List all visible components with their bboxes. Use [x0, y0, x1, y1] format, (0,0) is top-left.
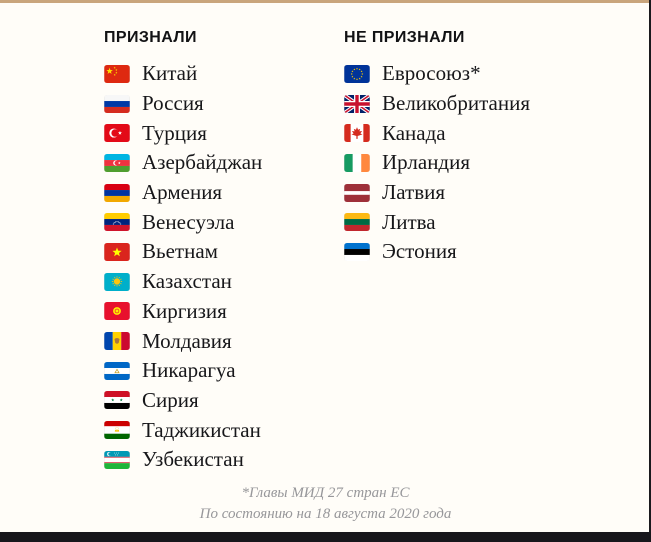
right-border-line: [649, 0, 651, 542]
list-item: Вьетнам: [104, 237, 262, 267]
flag-canada-icon: [344, 124, 370, 143]
country-label: Литва: [382, 209, 436, 234]
list-item: Киргизия: [104, 297, 262, 327]
country-label: Канада: [382, 120, 446, 145]
list-item: Молдавия: [104, 326, 262, 356]
country-label: Вьетнам: [142, 239, 218, 264]
list-item: Евросоюз*: [344, 59, 530, 89]
flag-tajikistan-icon: [104, 421, 130, 440]
flag-kazakhstan-icon: [104, 272, 130, 291]
flag-azerbaijan-icon: [104, 153, 130, 172]
country-label: Армения: [142, 180, 223, 205]
list-item: Ирландия: [344, 148, 530, 178]
flag-ireland-icon: [344, 153, 370, 172]
list-item: Казахстан: [104, 267, 262, 297]
flag-kyrgyzstan-icon: [104, 302, 130, 321]
list-item: Азербайджан: [104, 148, 262, 178]
flag-lithuania-icon: [344, 213, 370, 232]
list-item: Латвия: [344, 178, 530, 208]
bottom-bar: [0, 532, 651, 542]
list-item: Армения: [104, 178, 262, 208]
footnote-line-2: По состоянию на 18 августа 2020 года: [199, 506, 452, 522]
country-label: Латвия: [382, 180, 446, 205]
flag-vietnam-icon: [104, 242, 130, 261]
country-label: Турция: [142, 120, 207, 145]
country-label: Молдавия: [142, 328, 232, 353]
footnote-line-1: *Главы МИД 27 стран ЕС: [241, 485, 410, 501]
flag-nicaragua-icon: [104, 361, 130, 380]
column-not-recognized: НЕ ПРИЗНАЛИ Евросоюз* Великобритания Канад…: [344, 29, 530, 267]
country-label: Таджикистан: [142, 417, 261, 442]
flag-venezuela-icon: [104, 213, 130, 232]
list-item: Китай: [104, 59, 262, 89]
column-header-not-recognized: НЕ ПРИЗНАЛИ: [344, 29, 465, 46]
list-item: Никарагуа: [104, 356, 262, 386]
country-label: Узбекистан: [142, 447, 244, 472]
flag-armenia-icon: [104, 183, 130, 202]
list-item: Великобритания: [344, 89, 530, 119]
country-label: Китай: [142, 61, 198, 86]
flag-syria-icon: [104, 391, 130, 410]
list-item: Турция: [104, 118, 262, 148]
country-label: Азербайджан: [142, 150, 263, 175]
flag-estonia-icon: [344, 242, 370, 261]
top-accent-bar: [0, 0, 651, 3]
flag-uzbekistan-icon: [104, 450, 130, 469]
flag-european-union-icon: [344, 64, 370, 83]
recognized-list: Китай Россия Турция Азербайджан Армения Венес…: [104, 59, 262, 475]
column-recognized: ПРИЗНАЛИ Китай Россия Турция Азербайджан Арм…: [104, 29, 262, 475]
list-item: Литва: [344, 207, 530, 237]
country-label: Киргизия: [142, 298, 227, 323]
flag-latvia-icon: [344, 183, 370, 202]
country-label: Россия: [142, 91, 204, 116]
list-item: Венесуэла: [104, 207, 262, 237]
list-item: Россия: [104, 89, 262, 119]
country-label: Эстония: [382, 239, 457, 264]
list-item: Сирия: [104, 386, 262, 416]
country-label: Никарагуа: [142, 358, 236, 383]
country-label: Великобритания: [382, 91, 530, 116]
list-item: Канада: [344, 118, 530, 148]
footnote: *Главы МИД 27 стран ЕС По состоянию на 1…: [0, 483, 651, 525]
country-label: Сирия: [142, 387, 199, 412]
flag-russia-icon: [104, 94, 130, 113]
not-recognized-list: Евросоюз* Великобритания Канада Ирландия Лат…: [344, 59, 530, 267]
flag-china-icon: [104, 64, 130, 83]
column-header-recognized: ПРИЗНАЛИ: [104, 29, 197, 46]
flag-united-kingdom-icon: [344, 94, 370, 113]
country-label: Евросоюз*: [382, 61, 481, 86]
flag-turkey-icon: [104, 124, 130, 143]
list-item: Узбекистан: [104, 445, 262, 475]
list-item: Таджикистан: [104, 415, 262, 445]
list-item: Эстония: [344, 237, 530, 267]
country-label: Венесуэла: [142, 209, 235, 234]
country-label: Ирландия: [382, 150, 471, 175]
flag-moldova-icon: [104, 332, 130, 351]
country-label: Казахстан: [142, 269, 232, 294]
